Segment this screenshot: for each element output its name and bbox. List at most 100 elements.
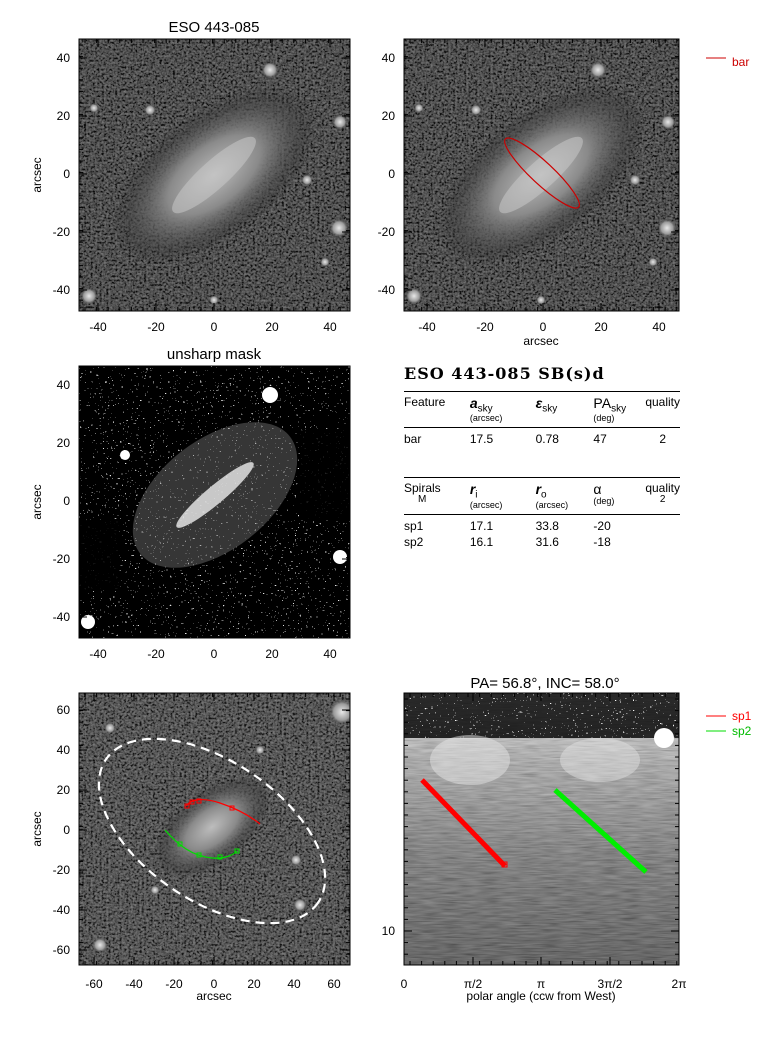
alpha-unit: (deg) [593,496,615,507]
x-tick-label: -20 [147,320,165,334]
x-tick-label: 40 [323,320,337,334]
x-tick-label: -40 [125,977,143,991]
x-tick-labels: -40 -20 0 20 40 [89,320,337,334]
image-galaxy-spirals [79,693,350,965]
cell-e-sky: 0.78 [535,432,559,447]
header-spirals: Spirals M [404,477,470,515]
x-axis-label: arcsec [523,334,558,348]
x-tick-label: 20 [594,320,608,334]
header-feature: Feature [404,390,470,429]
x-axis-label: arcsec [196,989,231,1003]
cell-a-sky: 17.5 [469,432,494,447]
bar-row: bar 17.5 0.78 47 2 [404,428,680,448]
panel-title-galaxy: ESO 443-085 [169,19,260,36]
cell-alpha: -18 [593,534,611,549]
x-tick-label: 60 [327,977,341,991]
y-tick-label: 40 [57,743,71,757]
spiral-header-row: Spirals M ri (arcsec) ro (arcsec) α (deg… [404,477,680,515]
legend-spirals: sp1 sp2 [706,709,752,738]
y-tick-labels: 60 40 20 0 -20 -40 -60 [53,703,71,957]
cell-spiral-name: sp1 [404,518,424,533]
header-e-sky: εsky [535,390,594,429]
x-tick-label: 3π/2 [598,977,623,991]
spiral-row-sp1: sp1 17.1 33.8 -20 [404,514,680,534]
y-tick-labels: 40 20 0 -20 -40 [53,51,71,297]
header-alpha: α (deg) [593,477,646,515]
image-unsharp-mask [79,366,350,638]
measurement-table: ESO 443-085 SB(s)d Feature asky (arcsec)… [404,364,680,550]
y-tick-label: 60 [57,703,71,717]
cell-spiral-name: sp2 [404,534,424,549]
header-r-inner: ri (arcsec) [469,477,536,515]
y-tick-label: -40 [53,283,71,297]
panel-title-pa-inc: PA= 56.8°, INC= 58.0° [470,675,619,692]
header-spiral-quality: quality 2 [645,477,680,515]
image-galaxy-bar-fit [404,39,679,311]
x-tick-label: -40 [89,647,107,661]
ticks-unsharp-mask [79,366,350,638]
ri-subscript: i [475,489,478,501]
cell-feature: bar [404,432,422,447]
x-tick-label: 0 [211,320,218,334]
panel-polar-projection: PA= 56.8°, INC= 58.0° polar angle (ccw f… [382,675,752,1003]
x-tick-label: -20 [476,320,494,334]
cell-r-outer: 31.6 [535,534,559,549]
x-tick-label: 20 [247,977,261,991]
cell-r-outer: 33.8 [535,518,559,533]
y-axis-label: arcsec [30,157,44,192]
cell-alpha: -20 [593,518,611,533]
panel-unsharp-mask: unsharp mask arcsec -40 -20 0 20 40 40 2… [30,346,351,661]
ticks-polar-projection [403,693,680,965]
ticks-top-left [79,39,350,311]
m-label: M [418,494,427,506]
y-tick-label: -40 [53,903,71,917]
x-tick-label: 20 [265,320,279,334]
x-tick-labels: -60 -40 -20 0 20 40 60 [85,977,341,991]
pa-symbol: PA [593,395,612,411]
ro-unit: (arcsec) [535,499,569,510]
x-axis-label: polar angle (ccw from West) [466,989,615,1003]
x-tick-label: 40 [323,647,337,661]
ri-unit: (arcsec) [469,499,503,510]
polar-trace-sp1 [420,778,507,868]
x-tick-labels: 0 π/2 π 3π/2 2π [401,977,687,991]
y-tick-label: -40 [378,283,396,297]
x-tick-label: 0 [540,320,547,334]
cell-r-inner: 16.1 [469,534,494,549]
panel-spiral-overlay: arcsec arcsec -60 -40 -20 0 20 40 60 60 … [30,692,351,1003]
y-tick-label: 20 [57,783,71,797]
header-r-outer: ro (arcsec) [535,477,594,515]
y-tick-label: -40 [53,610,71,624]
header-pa-sky: PAsky (deg) [593,390,646,429]
y-tick-label: -20 [53,552,71,566]
spiral-arm-sp2 [164,829,238,859]
legend-sp1-label: sp1 [732,709,752,723]
x-tick-label: 20 [265,647,279,661]
image-polar-projection [404,693,679,965]
y-tick-labels: 40 20 0 -20 -40 [378,51,396,297]
x-tick-label: 40 [652,320,666,334]
panel-top-right: arcsec -40 -20 0 20 40 40 20 0 -20 -40 b… [378,38,749,348]
cell-r-inner: 17.1 [469,518,494,533]
cell-quality: 2 [659,432,666,447]
y-tick-labels: 40 20 0 -20 -40 [53,378,71,624]
bar-header-row: Feature asky (arcsec) εsky PAsky (deg) q… [404,390,680,429]
y-tick-label: -60 [53,943,71,957]
x-tick-labels: -40 -20 0 20 40 [418,320,666,334]
y-tick-label: 40 [57,378,71,392]
e-subscript: sky [542,403,558,415]
y-tick-label: 0 [63,167,70,181]
y-tick-label: 0 [63,823,70,837]
spiral-quality-value: 2 [659,494,666,506]
y-tick-label: 20 [57,436,71,450]
x-tick-label: -40 [89,320,107,334]
sp2-markers [177,841,240,860]
x-tick-label: 2π [672,977,687,991]
alpha-symbol: α [593,481,602,498]
y-tick-label: -20 [378,225,396,239]
y-axis-label: arcsec [30,811,44,846]
e-symbol: ε [535,395,543,411]
x-tick-label: -60 [85,977,103,991]
x-tick-label: 40 [287,977,301,991]
